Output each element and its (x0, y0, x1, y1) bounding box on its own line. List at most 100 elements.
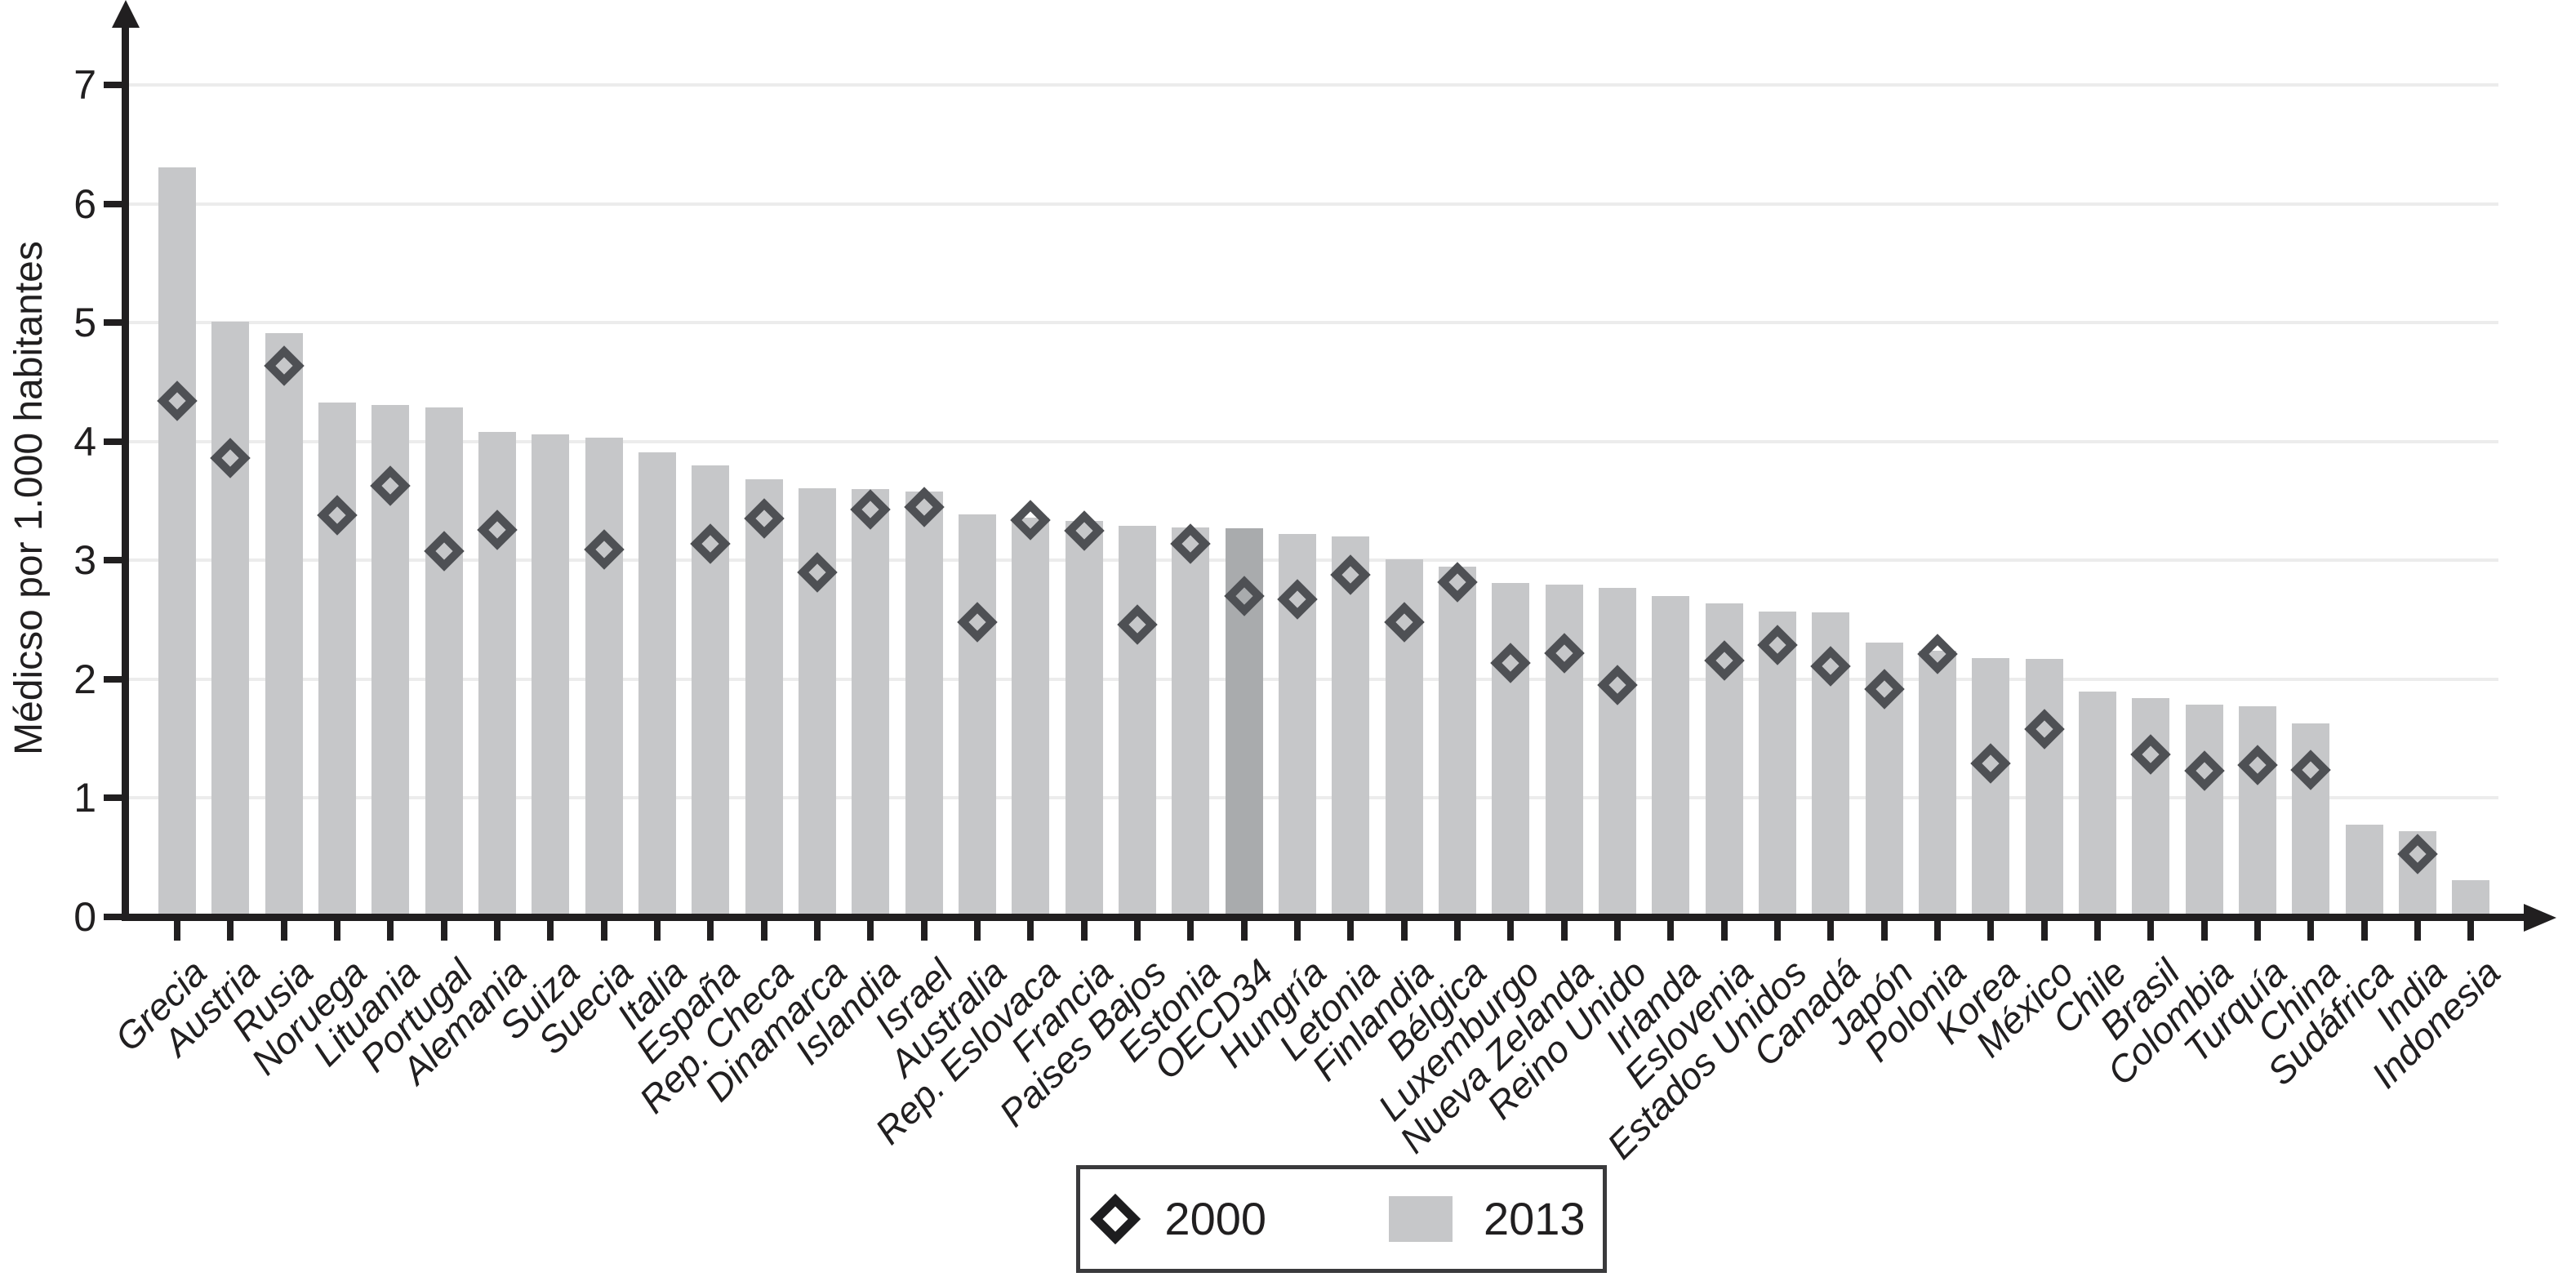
bar-polonia (1918, 651, 1956, 914)
x-tick-suiza (547, 921, 554, 941)
gridline-5 (128, 321, 2498, 325)
x-tick-islandia (867, 921, 874, 941)
x-tick-luxemburgo (1507, 921, 1515, 941)
bar-letonia (1332, 536, 1370, 914)
legend-2013-swatch-icon (1389, 1196, 1453, 1242)
gridline-4 (128, 439, 2498, 443)
x-tick-paises-bajos (1133, 921, 1141, 941)
y-tick-label-0: 0 (73, 894, 96, 940)
legend-2013-label: 2013 (1484, 1193, 1586, 1244)
x-tick-india (2414, 921, 2421, 941)
x-tick-espa-a (707, 921, 714, 941)
bar-islandia (852, 489, 890, 914)
bar-canad- (1812, 612, 1850, 914)
x-tick-canad- (1827, 921, 1835, 941)
x-tick-irlanda (1667, 921, 1675, 941)
bar-sud-frica (2345, 824, 2383, 914)
y-tick-label-1: 1 (73, 775, 96, 821)
x-tick-turqu-a (2253, 921, 2261, 941)
x-tick-hungr-a (1293, 921, 1301, 941)
x-tick-korea (1987, 921, 1995, 941)
legend-box: 2000 2013 (1076, 1165, 1607, 1273)
bar-korea (1972, 657, 2010, 914)
x-tick-letonia (1347, 921, 1355, 941)
x-tick-grecia (174, 921, 180, 941)
x-tick-estados-unidos (1773, 921, 1781, 941)
y-tick-label-2: 2 (73, 656, 96, 702)
x-tick-polonia (1933, 921, 1941, 941)
bar-jap-n (1865, 642, 1903, 914)
bar-australia (958, 514, 996, 914)
bar-suecia (585, 438, 623, 914)
x-tick-italia (654, 921, 661, 941)
y-tick-3 (104, 557, 125, 564)
x-tick-brasil (2147, 921, 2155, 941)
bar-italia (638, 452, 676, 914)
bar-paises-bajos (1118, 526, 1156, 914)
bar-nueva-zelanda (1545, 584, 1583, 914)
bar-suiza (532, 434, 570, 914)
bar-china (2292, 723, 2330, 914)
y-axis-arrowhead-icon (111, 0, 140, 28)
bar-alemania (478, 432, 516, 914)
x-tick-nueva-zelanda (1560, 921, 1568, 941)
x-tick-colombia (2200, 921, 2208, 941)
y-tick-0 (104, 914, 125, 920)
y-tick-1 (104, 794, 125, 802)
x-tick-m-xico (2040, 921, 2048, 941)
bar-indonesia (2452, 879, 2490, 914)
y-tick-label-5: 5 (73, 300, 96, 346)
y-tick-label-4: 4 (73, 418, 96, 465)
y-tick-label-3: 3 (73, 537, 96, 584)
gridline-7 (128, 83, 2498, 87)
x-tick-francia (1080, 921, 1088, 941)
x-tick-dinamarca (814, 921, 821, 941)
x-tick-australia (973, 921, 981, 941)
y-tick-6 (104, 200, 125, 207)
bar-israel (905, 491, 943, 914)
y-axis-line (122, 20, 129, 921)
x-tick-reino-unido (1613, 921, 1621, 941)
bar-chile (2078, 691, 2116, 914)
x-tick-chile (2093, 921, 2101, 941)
bar-oecd34 (1225, 528, 1263, 914)
x-tick-noruega (334, 921, 340, 941)
x-tick-eslovenia (1720, 921, 1728, 941)
bar-francia (1065, 521, 1103, 914)
x-tick-sud-frica (2360, 921, 2368, 941)
bar-eslovenia (1705, 603, 1743, 914)
bar-hungr-a (1278, 534, 1316, 914)
bar-estados-unidos (1758, 611, 1796, 914)
x-tick-oecd34 (1240, 921, 1248, 941)
bar-m-xico (2025, 659, 2063, 914)
bar-rep-eslovaca (1012, 518, 1050, 914)
bar-reino-unido (1598, 587, 1636, 914)
bar-espa-a (692, 465, 730, 914)
bar-colombia (2185, 704, 2223, 914)
bar-estonia (1172, 527, 1210, 914)
y-tick-label-7: 7 (73, 62, 96, 109)
x-tick-china (2307, 921, 2315, 941)
x-axis-line (122, 914, 2524, 921)
y-tick-label-6: 6 (73, 180, 96, 227)
x-tick-lituania (387, 921, 394, 941)
bar-brasil (2132, 698, 2170, 914)
legend-2000-label: 2000 (1164, 1193, 1266, 1244)
x-tick-b-lgica (1453, 921, 1461, 941)
x-tick-jap-n (1880, 921, 1888, 941)
bar-dinamarca (799, 487, 836, 914)
bar-b-lgica (1438, 566, 1476, 914)
bar-finlandia (1385, 558, 1423, 914)
x-tick-alemania (494, 921, 501, 941)
x-tick-suecia (600, 921, 607, 941)
bar-rusia (265, 333, 303, 914)
x-tick-austria (227, 921, 234, 941)
bar-luxemburgo (1492, 583, 1530, 914)
x-tick-finlandia (1400, 921, 1408, 941)
x-axis-arrowhead-icon (2524, 903, 2556, 932)
y-tick-4 (104, 438, 125, 445)
x-tick-estonia (1187, 921, 1195, 941)
x-tick-portugal (440, 921, 447, 941)
y-tick-5 (104, 319, 125, 327)
